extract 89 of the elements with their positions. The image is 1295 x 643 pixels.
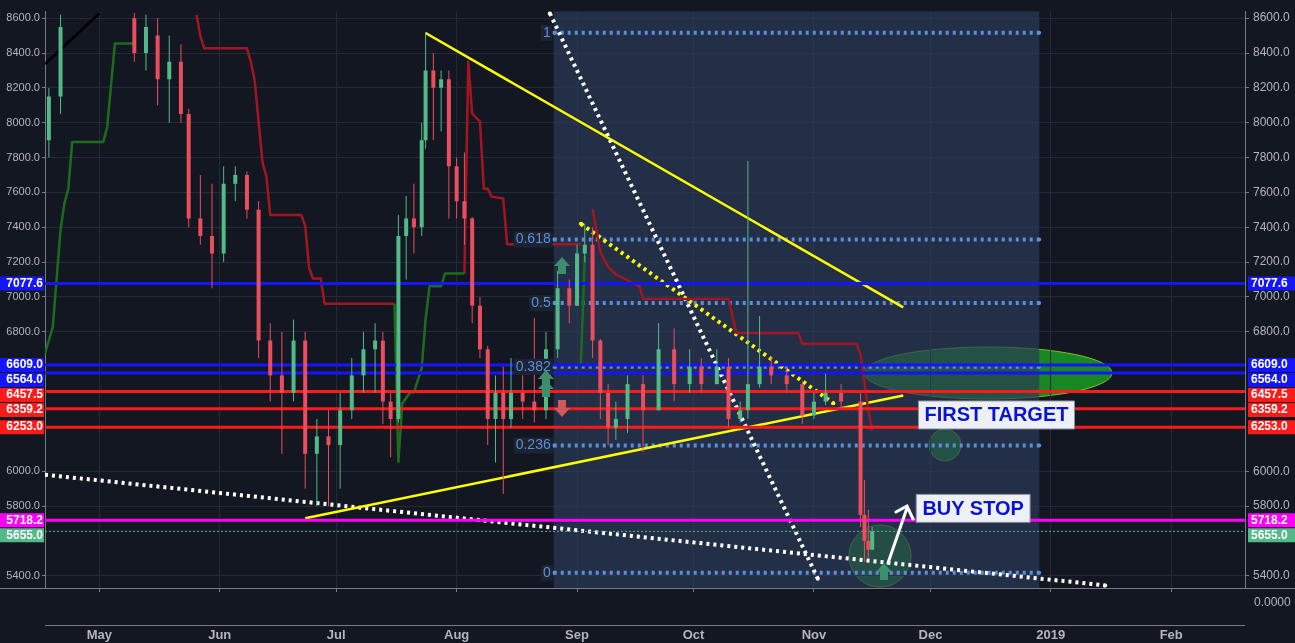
candlestick	[839, 383, 844, 410]
x-tick-label: Oct	[682, 627, 706, 643]
text: 6564.0	[1251, 372, 1288, 387]
candlestick	[326, 409, 331, 507]
text: 6457.5	[1251, 387, 1288, 402]
x-tick-label: Dec	[918, 627, 943, 643]
candlestick	[769, 355, 774, 385]
candlestick	[167, 35, 172, 124]
y-tick-label: 8400.0	[6, 46, 40, 59]
annotation: BUY STOP	[922, 496, 1024, 519]
x-tick-label: 2019	[1036, 627, 1066, 643]
y-tick-label: 8600.0	[6, 11, 40, 24]
candlestick	[431, 52, 436, 141]
x-tick-label: Feb	[1159, 627, 1183, 643]
candlestick	[314, 418, 319, 507]
x-tick-label: Aug	[444, 627, 470, 643]
candlestick	[745, 160, 750, 420]
candlestick	[811, 392, 816, 420]
annotation: FIRST TARGET	[924, 403, 1069, 426]
y2-tick-label: 7000.0	[1253, 289, 1291, 304]
candlestick	[388, 392, 393, 458]
candlestick	[373, 322, 378, 394]
candlestick	[411, 183, 416, 254]
y2-tick-label: 5800.0	[1253, 498, 1291, 513]
series-label: 0.618	[515, 230, 551, 247]
candlestick	[462, 151, 467, 246]
x-tick-label: Jun	[208, 627, 232, 643]
text: 6609.0	[1251, 357, 1288, 372]
text: 6359.2	[1251, 402, 1288, 417]
series-label: 0	[542, 563, 551, 580]
y-tick-label: 6000.0	[6, 464, 40, 477]
x-tick-label: Jul	[326, 627, 346, 643]
y-tick-label: 7200.0	[6, 255, 40, 268]
y-tick-label: 6800.0	[6, 324, 40, 337]
candlestick	[567, 279, 572, 324]
ref-line-label: 6609.0	[6, 357, 44, 372]
y-tick-label: 8000.0	[6, 115, 40, 128]
y-tick-label: 5400.0	[6, 568, 40, 581]
candlestick	[279, 331, 284, 455]
candlestick	[209, 183, 214, 289]
ref-line-label: 5718.2	[6, 512, 44, 527]
y2-tick-label: 8600.0	[1253, 10, 1291, 25]
y2-tick-label: 8200.0	[1253, 80, 1291, 95]
ref-line-label: 6564.0	[6, 372, 44, 387]
series-label: 0.382	[515, 357, 551, 374]
y-tick-label: 5800.0	[6, 499, 40, 512]
candlestick	[738, 401, 743, 423]
y-tick-label: 7800.0	[6, 150, 40, 163]
y-tick-label: 7000.0	[6, 290, 40, 303]
candlestick	[823, 373, 828, 406]
candlestick	[613, 401, 618, 441]
ref-line-label: 6457.5	[6, 387, 44, 402]
candlestick	[404, 195, 409, 281]
candlestick	[233, 165, 238, 202]
text: 0.0000	[1254, 595, 1292, 610]
y2-tick-label: 7200.0	[1253, 254, 1291, 269]
y2-tick-label: 6800.0	[1253, 324, 1291, 339]
candlestick	[687, 348, 692, 394]
y2-tick-label: 5400.0	[1253, 568, 1291, 583]
candlestick	[198, 174, 203, 246]
candlestick	[714, 348, 719, 385]
y2-tick-label: 6000.0	[1253, 463, 1291, 478]
candlestick	[439, 69, 444, 132]
y2-tick-label: 7800.0	[1253, 149, 1291, 164]
ref-line-label: 7077.6	[6, 275, 44, 290]
x-tick-label: Sep	[565, 627, 590, 643]
y2-tick-label: 8400.0	[1253, 45, 1291, 60]
y-tick-label: 7600.0	[6, 185, 40, 198]
candlestick	[784, 366, 789, 394]
y2-tick-label: 7600.0	[1253, 184, 1291, 199]
series-label: 1	[542, 23, 551, 40]
text: 5655.0	[1251, 527, 1288, 542]
series-label: 0.236	[515, 436, 551, 453]
candlestick	[699, 357, 704, 394]
ref-line-label: 5655.0	[6, 527, 44, 542]
text: 6253.0	[1251, 419, 1288, 434]
candlestick	[757, 315, 762, 389]
text: 5718.2	[1251, 512, 1288, 527]
y-tick-label: 8200.0	[6, 80, 40, 93]
candlestick	[520, 374, 525, 420]
y-tick-label: 7400.0	[6, 220, 40, 233]
ref-line-label: 6359.2	[6, 402, 44, 417]
y2-tick-label: 7400.0	[1253, 219, 1291, 234]
series-label: 0.5	[531, 293, 551, 310]
x-tick-label: May	[86, 627, 113, 643]
y2-tick-label: 8000.0	[1253, 115, 1291, 130]
text: 7077.6	[1251, 275, 1288, 290]
x-tick-label: Nov	[801, 627, 827, 643]
ref-line-label: 6253.0	[6, 419, 44, 434]
